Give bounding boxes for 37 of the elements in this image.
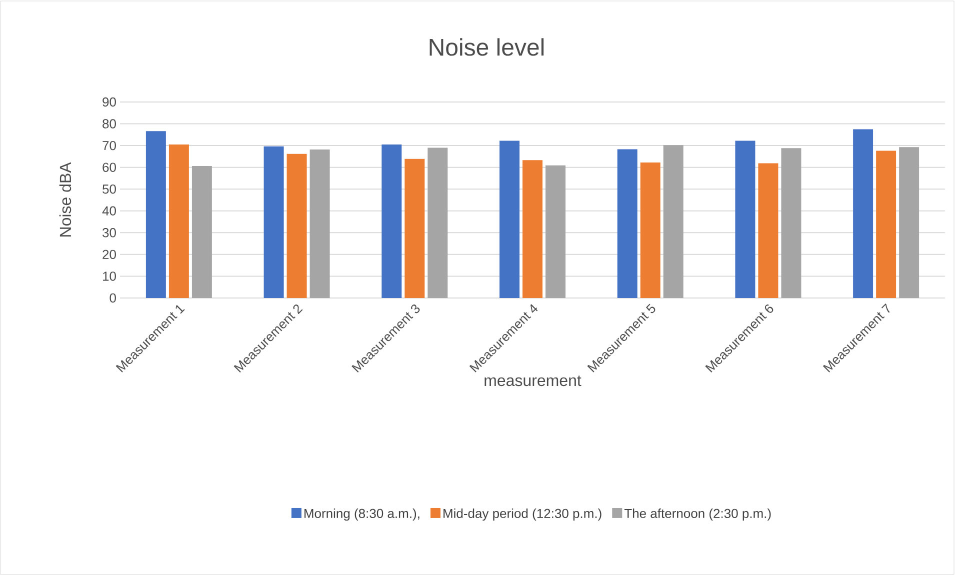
legend-label: Morning (8:30 a.m.), <box>304 508 420 521</box>
bar <box>663 145 684 298</box>
bar <box>428 148 448 298</box>
x-axis-title: measurement <box>484 376 582 386</box>
y-tick-label: 0 <box>110 293 116 303</box>
bar <box>310 149 330 298</box>
bar <box>640 162 660 298</box>
y-axis-title: Noise dBA <box>59 162 72 236</box>
y-tick-label: 70 <box>102 140 116 150</box>
bar <box>264 146 284 298</box>
y-tick-label: 30 <box>102 228 116 238</box>
bar <box>853 129 874 298</box>
bar <box>404 158 425 298</box>
bar <box>500 140 520 298</box>
y-tick-label: 10 <box>103 272 116 281</box>
bar <box>546 165 566 298</box>
y-tick-label: 90 <box>102 97 116 107</box>
y-tick-label: 40 <box>102 206 116 216</box>
bar <box>735 140 756 298</box>
bar <box>758 163 778 298</box>
y-tick-label: 20 <box>102 250 116 260</box>
y-tick-label: 60 <box>102 162 116 172</box>
bar <box>617 149 638 298</box>
bar <box>286 154 307 298</box>
y-tick-label: 50 <box>102 184 116 194</box>
bar <box>876 150 896 298</box>
chart-title: Noise level <box>430 38 544 56</box>
bar <box>899 147 920 298</box>
y-tick-label: 80 <box>102 119 116 128</box>
bar <box>146 131 166 298</box>
bar <box>192 166 212 298</box>
legend-label: Mid-day period (12:30 p.m.) <box>444 508 602 521</box>
bar <box>382 144 402 298</box>
bar <box>168 144 189 298</box>
legend-label: The afternoon (2:30 p.m.) <box>624 508 771 521</box>
bar <box>781 148 802 298</box>
bar <box>522 160 542 298</box>
